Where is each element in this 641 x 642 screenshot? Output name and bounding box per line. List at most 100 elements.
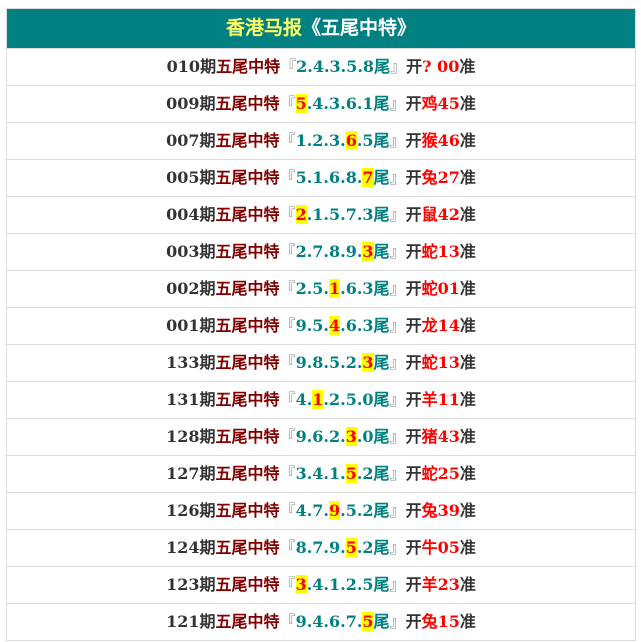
period-suffix: 期	[199, 316, 216, 335]
open-label: 开	[405, 279, 422, 298]
prediction-table: 香港马报《五尾中特》 010期五尾中特『2.4.3.5.8尾』开? 00准 009…	[6, 8, 636, 641]
tail-label: 尾	[373, 390, 390, 409]
period: 131	[166, 390, 200, 409]
title-site: 香港马报	[225, 17, 302, 39]
digits-pre: 3.4.1.	[295, 464, 346, 483]
digits-pre: 5.1.6.8.	[295, 168, 363, 187]
open-label: 开	[405, 168, 422, 187]
table-row: 126期五尾中特『4.7.9.5.2尾』开兔39准	[7, 492, 635, 529]
close-bracket: 』	[389, 131, 406, 150]
digit-hit: 3	[362, 242, 374, 261]
table-row: 001期五尾中特『9.5.4.6.3尾』开龙14准	[7, 307, 635, 344]
tail-label: 尾	[373, 612, 390, 631]
open-label: 开	[405, 316, 422, 335]
digit-hit: 1	[312, 390, 324, 409]
digit-hit: 2	[295, 205, 307, 224]
zhun-label: 准	[459, 131, 476, 150]
period-suffix: 期	[199, 131, 216, 150]
close-bracket: 』	[389, 464, 406, 483]
digits-post: .1.5.7.3	[306, 205, 374, 224]
close-bracket: 』	[389, 612, 406, 631]
period-suffix: 期	[199, 168, 216, 187]
result-number: 15	[437, 612, 460, 631]
zhun-label: 准	[459, 168, 476, 187]
tail-label: 尾	[374, 57, 391, 76]
table-row: 004期五尾中特『2.1.5.7.3尾』开鼠42准	[7, 196, 635, 233]
digits-pre: 9.4.6.7.	[295, 612, 363, 631]
result-number: 00	[431, 57, 460, 76]
close-bracket: 』	[389, 427, 406, 446]
table-row: 009期五尾中特『5.4.3.6.1尾』开鸡45准	[7, 85, 635, 122]
open-bracket: 『	[279, 390, 296, 409]
period: 002	[166, 279, 200, 298]
digits-post: .2	[356, 464, 374, 483]
period: 004	[166, 205, 200, 224]
open-label: 开	[405, 612, 422, 631]
result-number: 46	[437, 131, 460, 150]
digits-post: .5.2	[340, 501, 374, 520]
open-label: 开	[405, 242, 422, 261]
period-suffix: 期	[199, 575, 216, 594]
period: 133	[166, 353, 200, 372]
period-suffix: 期	[199, 464, 216, 483]
type-label: 五尾中特	[215, 464, 280, 483]
digits-pre: 9.6.2.	[295, 427, 346, 446]
title-type: 《五尾中特》	[302, 17, 417, 39]
result-number: 13	[437, 242, 460, 261]
zhun-label: 准	[459, 538, 476, 557]
open-bracket: 『	[279, 464, 296, 483]
result-number: 01	[437, 279, 460, 298]
digit-hit: 7	[362, 168, 374, 187]
table-row: 131期五尾中特『4.1.2.5.0尾』开羊11准	[7, 381, 635, 418]
period-suffix: 期	[199, 390, 216, 409]
table-row: 121期五尾中特『9.4.6.7.5尾』开兔15准	[7, 603, 635, 640]
period-suffix: 期	[199, 501, 216, 520]
tail-label: 尾	[373, 94, 390, 113]
open-label: 开	[405, 205, 422, 224]
open-bracket: 『	[279, 94, 296, 113]
digit-hit: 3	[345, 427, 357, 446]
result-animal: ?	[422, 57, 432, 76]
tail-label: 尾	[373, 575, 390, 594]
open-label: 开	[405, 501, 422, 520]
digits-pre: 2.4.3.5.8	[296, 57, 375, 76]
digits-post: .4.3.6.1	[306, 94, 374, 113]
close-bracket: 』	[389, 353, 406, 372]
open-bracket: 『	[279, 501, 296, 520]
table-row: 133期五尾中特『9.8.5.2.3尾』开蛇13准	[7, 344, 635, 381]
tail-label: 尾	[373, 353, 390, 372]
zhun-label: 准	[459, 57, 476, 76]
close-bracket: 』	[389, 390, 406, 409]
digit-hit: 5	[362, 612, 374, 631]
digit-hit: 1	[328, 279, 341, 298]
digits-pre: 9.8.5.2.	[295, 353, 363, 372]
result-animal: 牛	[421, 538, 438, 557]
period: 128	[166, 427, 200, 446]
zhun-label: 准	[459, 501, 476, 520]
zhun-label: 准	[459, 575, 476, 594]
zhun-label: 准	[459, 316, 476, 335]
period: 121	[166, 612, 200, 631]
result-animal: 兔	[421, 501, 438, 520]
digit-hit: 3	[295, 575, 307, 594]
zhun-label: 准	[459, 612, 476, 631]
period: 009	[166, 94, 200, 113]
digits-pre: 2.5.	[295, 279, 329, 298]
digit-hit: 5	[345, 538, 357, 557]
result-number: 11	[437, 390, 460, 409]
period-suffix: 期	[199, 353, 216, 372]
tail-label: 尾	[373, 538, 390, 557]
period: 010	[166, 57, 201, 76]
digits-post: .6.3	[340, 316, 374, 335]
digit-hit: 9	[328, 501, 341, 520]
digits-pre: 4.	[295, 390, 313, 409]
type-label: 五尾中特	[215, 427, 280, 446]
period-suffix: 期	[199, 612, 216, 631]
result-animal: 蛇	[421, 353, 438, 372]
type-label: 五尾中特	[215, 612, 280, 631]
close-bracket: 』	[389, 94, 406, 113]
tail-label: 尾	[373, 205, 390, 224]
zhun-label: 准	[459, 464, 476, 483]
result-number: 42	[437, 205, 460, 224]
period-suffix: 期	[199, 538, 216, 557]
